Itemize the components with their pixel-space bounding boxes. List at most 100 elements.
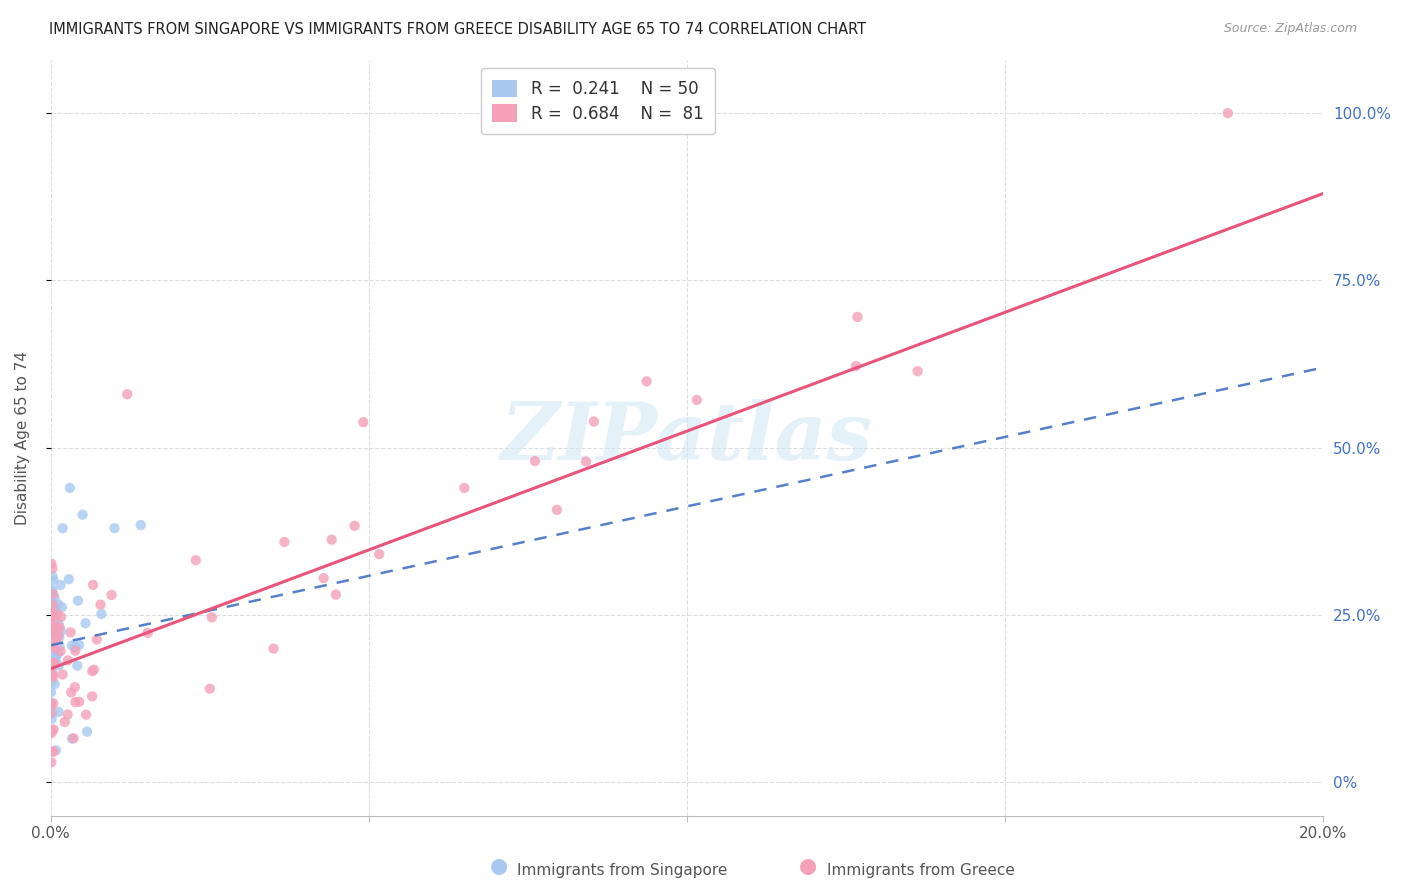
- Point: [41, 712, 63, 726]
- Point: [65, 695, 87, 709]
- Point: [41, 592, 63, 607]
- Point: [65, 644, 87, 658]
- Point: [82, 690, 104, 704]
- Point: [66, 593, 89, 607]
- Point: [48, 629, 70, 643]
- Point: [59, 481, 82, 495]
- Point: [41, 726, 63, 740]
- Point: [45, 620, 67, 634]
- Point: [49, 624, 72, 639]
- Point: [42, 669, 65, 683]
- Point: [39, 665, 62, 680]
- Point: [90, 607, 112, 621]
- Point: [45, 632, 67, 647]
- Point: [41, 668, 63, 682]
- Point: [67, 638, 90, 652]
- Point: [263, 641, 285, 656]
- Point: [41, 669, 63, 683]
- Point: [44, 677, 66, 691]
- Point: [51, 667, 73, 681]
- Point: [41, 615, 63, 630]
- Point: [453, 481, 475, 495]
- Point: [312, 571, 335, 585]
- Point: [44, 657, 66, 671]
- Text: ●: ●: [800, 856, 817, 876]
- Point: [46, 597, 69, 611]
- Text: Source: ZipAtlas.com: Source: ZipAtlas.com: [1223, 22, 1357, 36]
- Point: [45, 649, 67, 664]
- Point: [72, 508, 94, 522]
- Text: ●: ●: [491, 856, 508, 876]
- Point: [343, 519, 366, 533]
- Point: [325, 588, 347, 602]
- Point: [575, 454, 598, 468]
- Point: [82, 665, 104, 679]
- Point: [546, 503, 568, 517]
- Point: [66, 658, 89, 673]
- Point: [39, 628, 62, 642]
- Point: [39, 685, 62, 699]
- Point: [39, 696, 62, 710]
- Point: [42, 587, 65, 601]
- Point: [42, 574, 65, 588]
- Point: [39, 584, 62, 599]
- Point: [76, 724, 98, 739]
- Point: [39, 656, 62, 670]
- Point: [39, 756, 62, 770]
- Point: [41, 557, 63, 571]
- Point: [65, 640, 87, 655]
- Point: [39, 698, 62, 713]
- Point: [273, 535, 295, 549]
- Point: [90, 598, 112, 612]
- Point: [100, 588, 122, 602]
- Point: [46, 647, 69, 661]
- Point: [75, 616, 97, 631]
- Point: [636, 375, 658, 389]
- Point: [60, 731, 83, 746]
- Point: [39, 706, 62, 721]
- Point: [352, 415, 374, 429]
- Point: [582, 415, 605, 429]
- Point: [39, 596, 62, 610]
- Point: [184, 553, 207, 567]
- Point: [48, 616, 70, 631]
- Point: [846, 310, 869, 324]
- Point: [46, 607, 69, 622]
- Point: [52, 521, 75, 535]
- Point: [41, 647, 63, 661]
- Point: [42, 697, 65, 711]
- Point: [41, 666, 63, 681]
- Point: [45, 743, 67, 757]
- Point: [39, 725, 62, 739]
- Point: [845, 359, 868, 373]
- Point: [321, 533, 343, 547]
- Point: [39, 606, 62, 620]
- Point: [44, 653, 66, 667]
- Point: [39, 674, 62, 689]
- Point: [1216, 106, 1239, 120]
- Point: [63, 680, 86, 694]
- Point: [62, 731, 84, 746]
- Text: IMMIGRANTS FROM SINGAPORE VS IMMIGRANTS FROM GREECE DISABILITY AGE 65 TO 74 CORR: IMMIGRANTS FROM SINGAPORE VS IMMIGRANTS …: [49, 22, 866, 37]
- Point: [56, 653, 79, 667]
- Point: [41, 582, 63, 597]
- Point: [60, 639, 83, 653]
- Point: [58, 572, 80, 586]
- Point: [56, 707, 79, 722]
- Point: [49, 644, 72, 658]
- Point: [44, 602, 66, 616]
- Point: [42, 608, 65, 623]
- Point: [42, 745, 65, 759]
- Point: [46, 627, 69, 641]
- Point: [48, 658, 70, 673]
- Legend: R =  0.241    N = 50, R =  0.684    N =  81: R = 0.241 N = 50, R = 0.684 N = 81: [481, 68, 716, 135]
- Point: [115, 387, 138, 401]
- Point: [44, 641, 66, 656]
- Point: [42, 625, 65, 640]
- Point: [42, 598, 65, 612]
- Point: [48, 640, 70, 654]
- Point: [201, 610, 224, 624]
- Point: [41, 607, 63, 622]
- Point: [368, 547, 391, 561]
- Point: [51, 600, 73, 615]
